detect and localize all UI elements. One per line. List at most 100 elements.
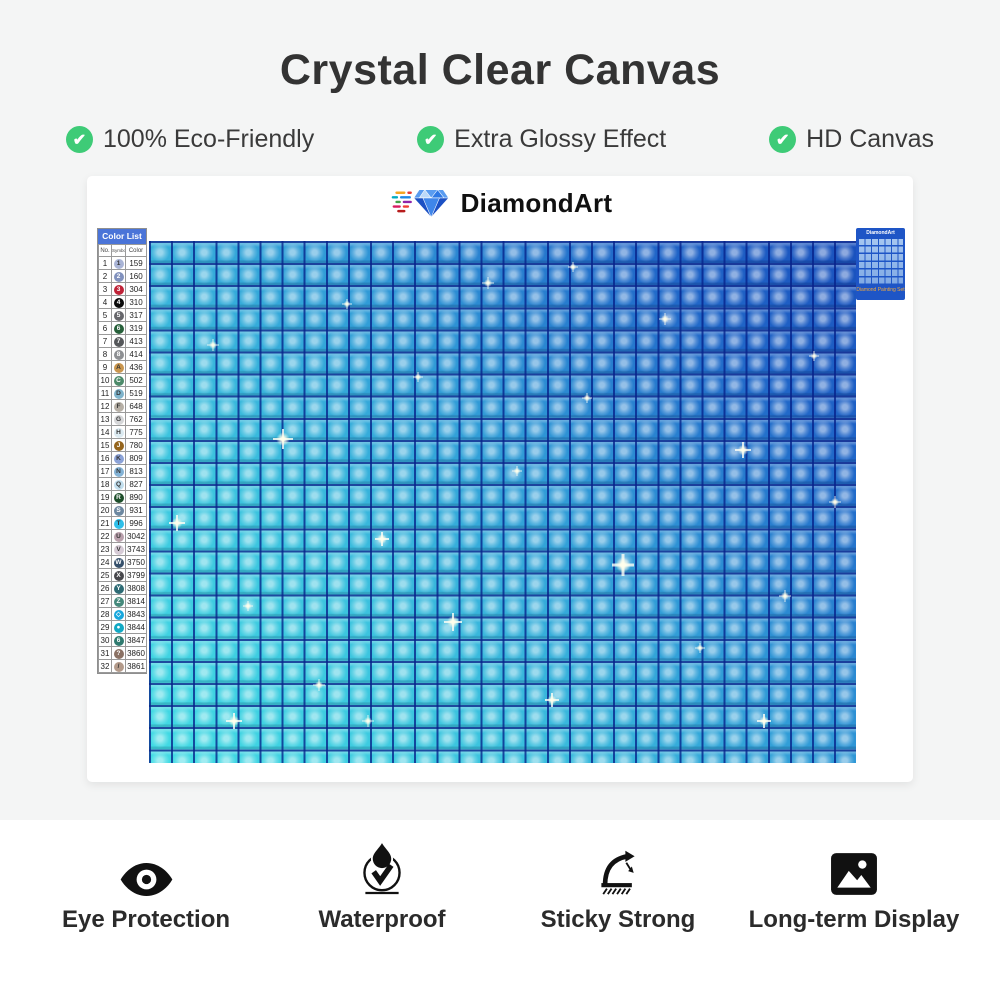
color-symbol-cell: 2 (111, 269, 126, 283)
column-color: Color (125, 244, 147, 257)
sparkle-glint (225, 713, 242, 730)
color-list-row: 32/3861 (98, 659, 147, 673)
column-no: No. (98, 244, 112, 257)
eye-icon (120, 863, 172, 896)
color-list-row: 20 S 931 (98, 503, 147, 517)
color-no: 8 (98, 347, 112, 361)
color-symbol-dot: G (113, 415, 124, 425)
color-list-row: 2 2 160 (98, 269, 147, 283)
color-list-row: 12 F 648 (98, 399, 147, 413)
color-no: 9 (98, 360, 112, 374)
color-list-table: Color List No. Symbol Color 111592216033… (97, 228, 147, 674)
sparkle-glint (242, 601, 253, 612)
color-no: 21 (98, 516, 112, 530)
check-icon: ✔ (769, 126, 797, 153)
feature-label: Sticky Strong (540, 906, 696, 933)
sparkle-glint (482, 276, 495, 289)
color-no: 7 (98, 334, 112, 348)
color-symbol-dot: ? (113, 649, 124, 659)
color-list-row: 17 N 813 (98, 464, 147, 478)
color-code: 813 (125, 464, 147, 478)
color-list-row: 4 4 310 (98, 295, 147, 309)
color-symbol-dot: U (113, 532, 124, 542)
feature-long-term-display: Long-term Display (736, 834, 972, 1000)
color-symbol-cell: A (111, 360, 126, 374)
color-code: 319 (125, 321, 147, 335)
color-no: 11 (98, 386, 112, 400)
color-list-row: 31? 3860 (98, 646, 147, 660)
feature-label: Waterproof (318, 906, 446, 933)
color-no: 3 (98, 282, 112, 296)
color-list-row: 5 5 317 (98, 308, 147, 322)
color-symbol-cell: Y (111, 581, 126, 595)
color-list-row: 30 6 3847 (98, 633, 147, 647)
color-symbol-dot: ● (113, 623, 124, 633)
diamond-logo-icon (391, 188, 449, 218)
color-symbol-dot: V (113, 545, 124, 555)
color-code: 317 (125, 308, 147, 322)
color-symbol-dot: H (113, 428, 124, 438)
color-symbol-dot: Q (113, 480, 124, 490)
color-no: 24 (98, 555, 112, 569)
sparkle-glint (757, 714, 772, 729)
color-no: 1 (98, 256, 112, 270)
color-list-row: 8 8 414 (98, 347, 147, 361)
color-symbol-cell: G (111, 412, 126, 426)
color-no: 19 (98, 490, 112, 504)
sparkle-glint (808, 350, 819, 361)
sparkle-glint (444, 613, 462, 632)
hero-section: Crystal Clear Canvas ✔ 100% Eco-Friendly… (0, 0, 1000, 820)
color-list-header-row: No. Symbol Color (98, 244, 147, 257)
sparkle-glint (206, 339, 219, 352)
color-code: 436 (125, 360, 147, 374)
color-symbol-cell: W (111, 555, 126, 569)
color-symbol-dot: F (113, 402, 124, 412)
color-symbol-dot: Y (113, 584, 124, 594)
color-symbol-dot: 2 (113, 272, 124, 282)
color-symbol-cell: V (111, 542, 126, 556)
color-list-row: 6 6 319 (98, 321, 147, 335)
bottom-feature-row: Eye Protection Waterproof Stick (0, 820, 1000, 1000)
color-no: 30 (98, 633, 112, 647)
sparkle-glint (582, 392, 593, 403)
color-symbol-dot: N (113, 467, 124, 477)
color-symbol-cell: ? (111, 646, 126, 660)
color-symbol-dot: T (113, 519, 124, 529)
color-code: 3042 (125, 529, 147, 543)
color-code: 827 (125, 477, 147, 491)
feature-label: Long-term Display (748, 906, 960, 933)
sparkle-glint (544, 693, 559, 708)
mini-product-label: DiamondArt Diamond Painting Set (856, 228, 905, 300)
color-code: 413 (125, 334, 147, 348)
color-list-row: 19 R 890 (98, 490, 147, 504)
color-code: 310 (125, 295, 147, 309)
sparkle-glint (312, 678, 325, 691)
top-feature-row: ✔ 100% Eco-Friendly ✔ Extra Glossy Effec… (0, 125, 1000, 154)
sparkle-glint (611, 553, 634, 576)
color-code: 3808 (125, 581, 147, 595)
color-code: 3750 (125, 555, 147, 569)
color-symbol-cell: ◇ (111, 607, 126, 621)
sparkle-glint (568, 262, 579, 273)
color-list-row: 27 Z 3814 (98, 594, 147, 608)
feature-label: Eye Protection (61, 906, 231, 933)
mini-canvas-grid (858, 239, 903, 285)
color-symbol-cell: Q (111, 477, 126, 491)
color-code: 3861 (125, 659, 147, 673)
sparkle-glint (828, 496, 841, 508)
color-code: 304 (125, 282, 147, 296)
sparkle-glint (169, 514, 186, 531)
canvas-preview (149, 241, 856, 763)
color-no: 27 (98, 594, 112, 608)
color-code: 502 (125, 373, 147, 387)
color-code: 762 (125, 412, 147, 426)
color-symbol-dot: 7 (113, 337, 124, 347)
color-no: 15 (98, 438, 112, 452)
color-no: 13 (98, 412, 112, 426)
color-symbol-cell: / (111, 659, 126, 673)
sparkle-glint (362, 715, 375, 728)
sparkle-glint (412, 371, 423, 382)
color-symbol-dot: 3 (113, 285, 124, 295)
color-symbol-cell: 4 (111, 295, 126, 309)
feature-glossy: ✔ Extra Glossy Effect (417, 125, 666, 154)
